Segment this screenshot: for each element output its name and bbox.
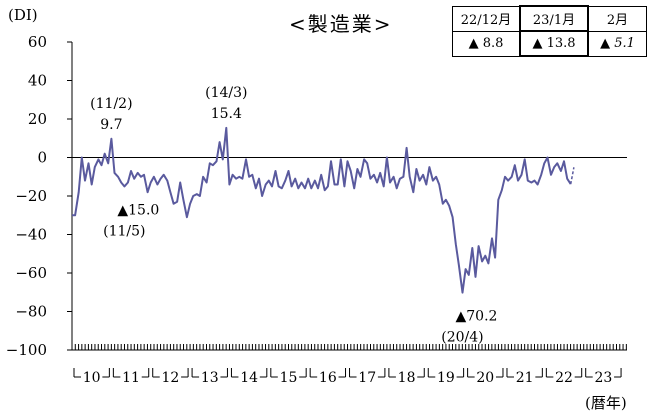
- inset-header-cell: 22/12月: [452, 5, 521, 32]
- series-projection-line: [569, 167, 575, 185]
- x-tick-label: 10: [83, 370, 101, 386]
- inset-table: 22/12月 23/1月 2月 ▲ 8.8 ▲ 13.8 ▲ 5.1: [452, 5, 647, 57]
- inset-value-cell: ▲ 13.8: [519, 30, 589, 57]
- inset-header-cell: 2月: [587, 5, 647, 32]
- chart-series: (11/2) 9.7 (14/3) 15.4 ▲15.0 (11/5) ▲70.2 (20/4…: [72, 85, 575, 346]
- inset-value-cell: ▲ 5.1: [587, 30, 647, 57]
- inset-header-cell: 23/1月: [519, 5, 589, 32]
- inset-header-row: 22/12月 23/1月 2月: [452, 5, 647, 32]
- x-tick-label: 17: [358, 370, 376, 386]
- x-tick-label: 15: [280, 370, 298, 386]
- y-tick-label: −100: [6, 341, 47, 359]
- y-axis-unit-label: (DI): [8, 6, 38, 24]
- x-tick-label: 23: [594, 370, 612, 386]
- annotation-label: ▲15.0: [117, 202, 159, 218]
- annotation-label: (11/5): [103, 223, 145, 239]
- y-tick-label: −60: [15, 264, 47, 282]
- x-tick-label: 13: [201, 370, 219, 386]
- x-tick-label: 11: [122, 370, 140, 386]
- series-line: [72, 126, 572, 294]
- x-tick-label: 16: [319, 370, 337, 386]
- annotation-label: (11/2): [90, 96, 132, 112]
- inset-value-cell: ▲ 8.8: [452, 30, 521, 57]
- y-tick-label: 20: [28, 110, 47, 128]
- x-tick-label: 12: [161, 370, 179, 386]
- annotation-label: 15.4: [211, 106, 242, 122]
- x-tick-label: 21: [516, 370, 534, 386]
- y-tick-label: −40: [15, 226, 47, 244]
- x-tick-label: 20: [476, 370, 494, 386]
- annotation-label: (20/4): [441, 330, 483, 346]
- y-tick-label: 60: [28, 33, 47, 51]
- chart-title: <製造業>: [289, 12, 393, 36]
- x-tick-label: 14: [240, 370, 258, 386]
- x-tick-label: 22: [555, 370, 573, 386]
- x-axis-unit-label: (暦年): [585, 394, 627, 412]
- annotation-label: 9.7: [100, 117, 122, 133]
- x-tick-label: 18: [398, 370, 416, 386]
- y-tick-label: 0: [37, 149, 47, 167]
- annotation-label: ▲70.2: [455, 309, 497, 325]
- inset-value-row: ▲ 8.8 ▲ 13.8 ▲ 5.1: [452, 30, 647, 57]
- chart-axes: 60 40 20 0 −20 −40 −60 −80 −100 10 11 12 13 14 15 16 17 1…: [6, 33, 627, 386]
- x-tick-label: 19: [437, 370, 455, 386]
- y-tick-label: 40: [28, 72, 47, 90]
- y-tick-label: −20: [15, 187, 47, 205]
- y-tick-label: −80: [15, 303, 47, 321]
- annotation-label: (14/3): [205, 85, 247, 101]
